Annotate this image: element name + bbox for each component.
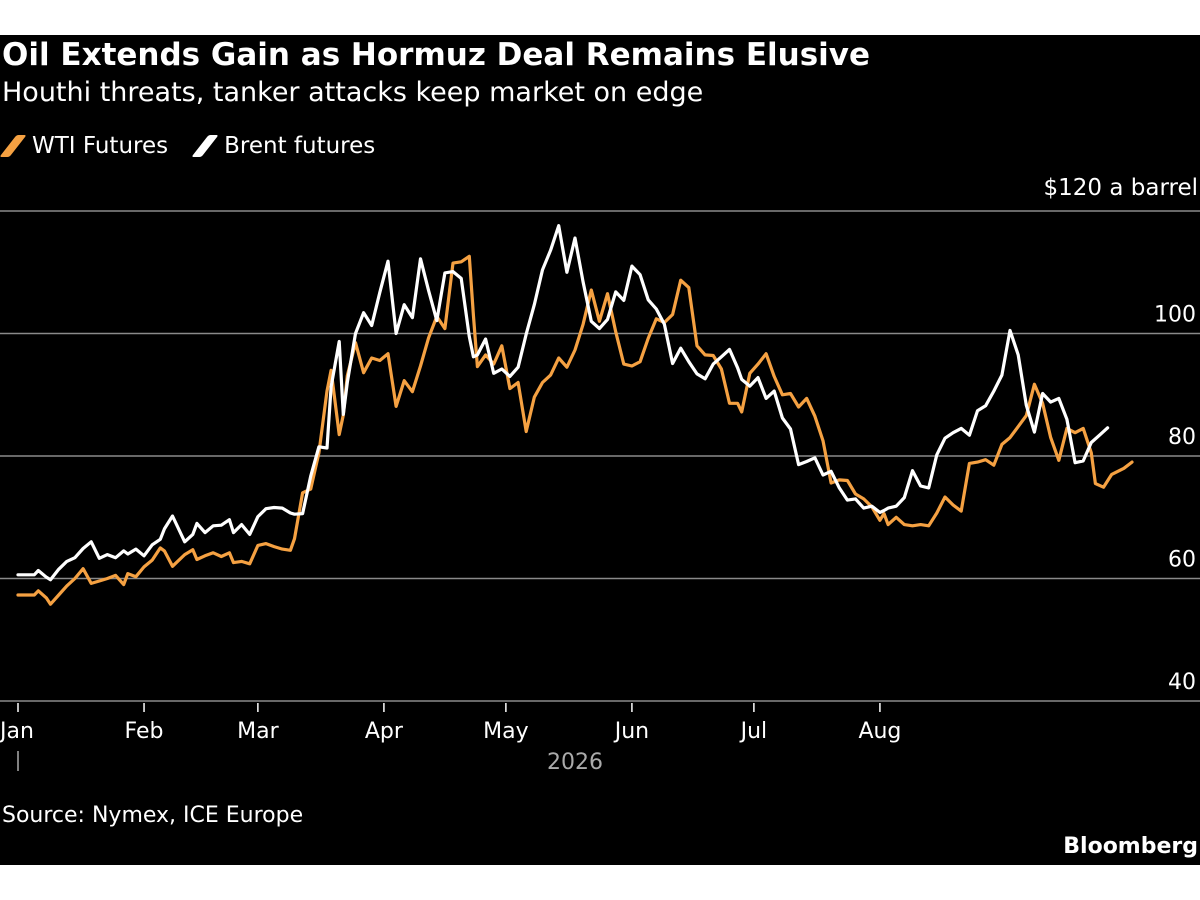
line-chart: 100 80 60 40 Jan Feb Mar Apr May Jun Jul Aug 2026 xyxy=(0,210,1200,775)
y-tick-label-100: 100 xyxy=(1154,303,1196,328)
legend-item-brent: Brent futures xyxy=(191,133,376,159)
chart-title: Oil Extends Gain as Hormuz Deal Remains … xyxy=(2,37,870,73)
x-tick-label-apr: Apr xyxy=(365,719,404,744)
legend-label-brent: Brent futures xyxy=(224,133,376,159)
series-line-brent-futures xyxy=(16,224,1110,582)
legend-label-wti: WTI Futures xyxy=(32,133,169,159)
x-axis-year-label: 2026 xyxy=(547,750,603,775)
x-tick-label-jul: Jul xyxy=(739,719,768,744)
x-tick-label-feb: Feb xyxy=(125,719,164,744)
x-tick-label-jun: Jun xyxy=(613,719,649,744)
y-tick-label-60: 60 xyxy=(1168,548,1196,573)
chart-frame: Oil Extends Gain as Hormuz Deal Remains … xyxy=(0,35,1200,865)
source-note: Source: Nymex, ICE Europe xyxy=(2,803,304,828)
series-line-wti-futures xyxy=(16,254,1134,606)
chart-subtitle: Houthi threats, tanker attacks keep mark… xyxy=(2,77,704,108)
legend-item-wti: WTI Futures xyxy=(0,133,169,159)
y-tick-label-40: 40 xyxy=(1168,670,1196,695)
x-tick-label-jan: Jan xyxy=(0,719,34,744)
brand-logo: Bloomberg xyxy=(1063,834,1198,859)
x-tick-label-mar: Mar xyxy=(237,719,279,744)
legend: WTI Futures Brent futures xyxy=(0,131,403,161)
y-axis-unit-label: $120 a barrel xyxy=(1043,175,1199,201)
x-tick-label-may: May xyxy=(483,719,528,744)
x-tick-label-aug: Aug xyxy=(858,719,901,744)
y-tick-label-80: 80 xyxy=(1168,425,1196,450)
